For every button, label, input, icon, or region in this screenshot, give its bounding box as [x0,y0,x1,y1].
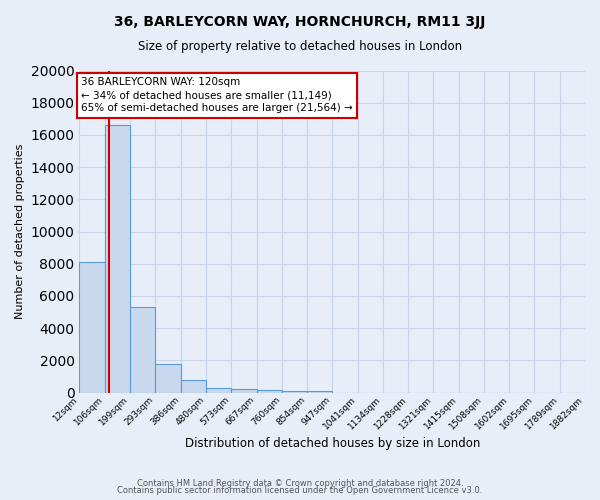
Text: 36 BARLEYCORN WAY: 120sqm
← 34% of detached houses are smaller (11,149)
65% of s: 36 BARLEYCORN WAY: 120sqm ← 34% of detac… [81,77,353,114]
Bar [181,380,206,392]
Y-axis label: Number of detached properties: Number of detached properties [15,144,25,319]
Bar [206,388,231,392]
Text: 36, BARLEYCORN WAY, HORNCHURCH, RM11 3JJ: 36, BARLEYCORN WAY, HORNCHURCH, RM11 3JJ [115,15,485,29]
Bar [307,391,332,392]
Bar [105,125,130,392]
Bar [130,307,155,392]
Bar [281,391,307,392]
Bar [79,262,105,392]
Text: Contains public sector information licensed under the Open Government Licence v3: Contains public sector information licen… [118,486,482,495]
Text: Contains HM Land Registry data © Crown copyright and database right 2024.: Contains HM Land Registry data © Crown c… [137,478,463,488]
Bar [257,390,281,392]
X-axis label: Distribution of detached houses by size in London: Distribution of detached houses by size … [185,437,480,450]
Bar [231,390,257,392]
Text: Size of property relative to detached houses in London: Size of property relative to detached ho… [138,40,462,53]
Bar [155,364,181,392]
